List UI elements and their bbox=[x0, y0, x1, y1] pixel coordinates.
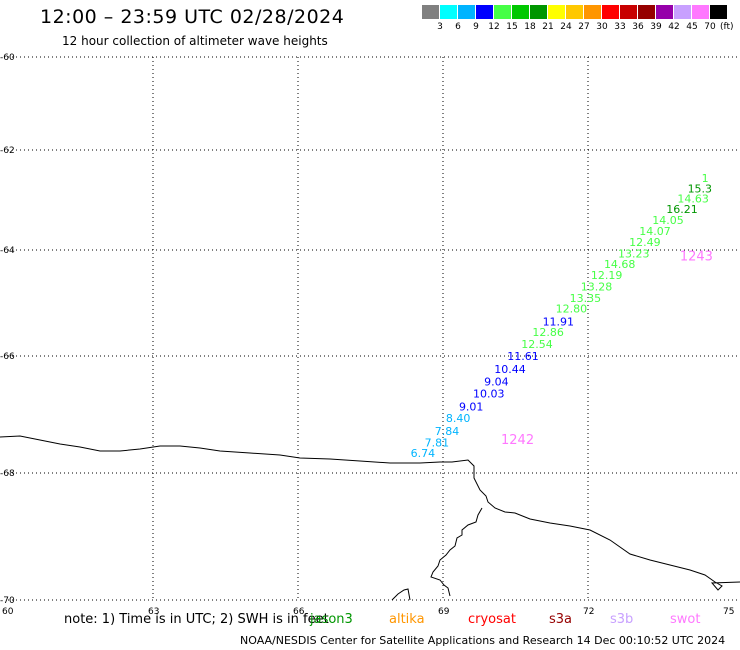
wave-height-value: 6.74 bbox=[411, 447, 436, 460]
track-id-label: 1242 bbox=[501, 433, 534, 448]
lat-tick-label: -66 bbox=[0, 352, 15, 362]
legend-swatch bbox=[656, 5, 673, 19]
wave-height-value: 13.35 bbox=[570, 292, 602, 305]
legend-label: 30 bbox=[596, 22, 608, 32]
legend-swatch bbox=[620, 5, 637, 19]
footer-credit: NOAA/NESDIS Center for Satellite Applica… bbox=[240, 634, 726, 647]
satellite-name-cryosat: cryosat bbox=[468, 612, 516, 627]
lat-tick-label: -70 bbox=[0, 596, 15, 606]
wave-height-value: 9.04 bbox=[484, 375, 509, 388]
legend-swatch bbox=[710, 5, 727, 19]
legend-swatch bbox=[422, 5, 439, 19]
legend-unit: (ft) bbox=[720, 22, 734, 32]
satellite-name-s3b: s3b bbox=[610, 612, 634, 627]
legend-label: 12 bbox=[488, 22, 500, 32]
coastline-main bbox=[0, 435, 740, 591]
track-labels: 1242 1243 bbox=[501, 250, 713, 448]
lon-tick-label: 66 bbox=[293, 607, 305, 617]
legend-swatch bbox=[692, 5, 709, 19]
wave-height-value: 7.84 bbox=[435, 425, 460, 438]
legend-swatch bbox=[458, 5, 475, 19]
wave-height-value: 14.68 bbox=[604, 258, 636, 271]
legend-label: 18 bbox=[524, 22, 536, 32]
lon-tick-label: 72 bbox=[583, 607, 594, 617]
wave-height-value: 10.03 bbox=[473, 388, 505, 401]
legend-label: 24 bbox=[560, 22, 572, 32]
lon-tick-label: 63 bbox=[148, 607, 159, 617]
legend-label: 6 bbox=[455, 22, 461, 32]
wave-height-value: 13.23 bbox=[618, 247, 650, 260]
wave-height-value: 7.81 bbox=[425, 437, 450, 450]
page-subtitle: 12 hour collection of altimeter wave hei… bbox=[62, 34, 328, 48]
legend-label: 45 bbox=[686, 22, 698, 32]
legend-label: 36 bbox=[632, 22, 644, 32]
legend-swatch bbox=[530, 5, 547, 19]
legend-label: 39 bbox=[650, 22, 662, 32]
wave-height-value: 1 bbox=[702, 172, 709, 185]
satellite-name-jason3: jason3 bbox=[310, 612, 353, 627]
lat-tick-label: -68 bbox=[0, 469, 15, 479]
wave-height-value: 12.54 bbox=[521, 338, 553, 351]
wave-height-value: 11.91 bbox=[543, 315, 575, 328]
legend-label: 15 bbox=[506, 22, 518, 32]
legend-swatch bbox=[674, 5, 691, 19]
wave-height-value: 9.01 bbox=[459, 400, 484, 413]
wave-height-observations: 6.747.817.848.409.0110.039.0410.4411.611… bbox=[411, 172, 712, 460]
wave-height-value: 13.28 bbox=[581, 280, 613, 293]
legend-swatch bbox=[548, 5, 565, 19]
legend-label: 70 bbox=[704, 22, 716, 32]
satellite-name-s3a: s3a bbox=[549, 612, 573, 627]
wave-height-value: 12.49 bbox=[629, 236, 661, 249]
wave-height-value: 15.3 bbox=[688, 183, 713, 196]
antarctic-coastline bbox=[0, 435, 740, 601]
legend-label: 42 bbox=[668, 22, 680, 32]
track-id-label: 1243 bbox=[680, 250, 713, 265]
coastline-south bbox=[391, 588, 411, 601]
legend-swatch bbox=[476, 5, 493, 19]
legend-swatch bbox=[584, 5, 601, 19]
wave-height-value: 10.44 bbox=[494, 363, 526, 376]
lat-tick-label: -64 bbox=[0, 246, 15, 256]
wave-height-value: 12.86 bbox=[532, 326, 564, 339]
legend-label: 33 bbox=[614, 22, 626, 32]
note-text: note: 1) Time is in UTC; 2) SWH is in fe… bbox=[64, 612, 329, 627]
legend-swatch bbox=[440, 5, 457, 19]
legend-label: 3 bbox=[437, 22, 443, 32]
legend-label: 27 bbox=[578, 22, 590, 32]
legend-label: 21 bbox=[542, 22, 554, 32]
lon-tick-label: 69 bbox=[438, 607, 450, 617]
wave-height-value: 8.40 bbox=[446, 412, 471, 425]
legend-swatch bbox=[638, 5, 655, 19]
map-gridlines bbox=[8, 56, 740, 601]
wave-height-value: 14.07 bbox=[639, 225, 671, 238]
legend-swatch bbox=[494, 5, 511, 19]
legend-swatch bbox=[566, 5, 583, 19]
legend-label: 9 bbox=[473, 22, 479, 32]
lat-tick-label: -60 bbox=[0, 53, 15, 63]
wave-height-value: 11.61 bbox=[507, 350, 539, 363]
legend-swatch bbox=[512, 5, 529, 19]
lon-tick-label: 75 bbox=[723, 607, 734, 617]
satellite-name-altika: altika bbox=[389, 612, 425, 627]
lon-tick-label: 60 bbox=[2, 607, 14, 617]
satellite-name-swot: swot bbox=[670, 612, 701, 627]
lat-tick-label: -62 bbox=[0, 146, 15, 156]
wave-height-value: 12.80 bbox=[556, 303, 588, 316]
legend-swatch bbox=[602, 5, 619, 19]
wave-height-value: 12.19 bbox=[591, 269, 623, 282]
wave-height-value: 14.05 bbox=[652, 214, 684, 227]
page-title: 12:00 – 23:59 UTC 02/28/2024 bbox=[40, 6, 345, 28]
wave-height-value: 16.21 bbox=[666, 203, 698, 216]
coastline-inlet bbox=[430, 507, 483, 597]
wave-height-value: 14.63 bbox=[677, 193, 709, 206]
